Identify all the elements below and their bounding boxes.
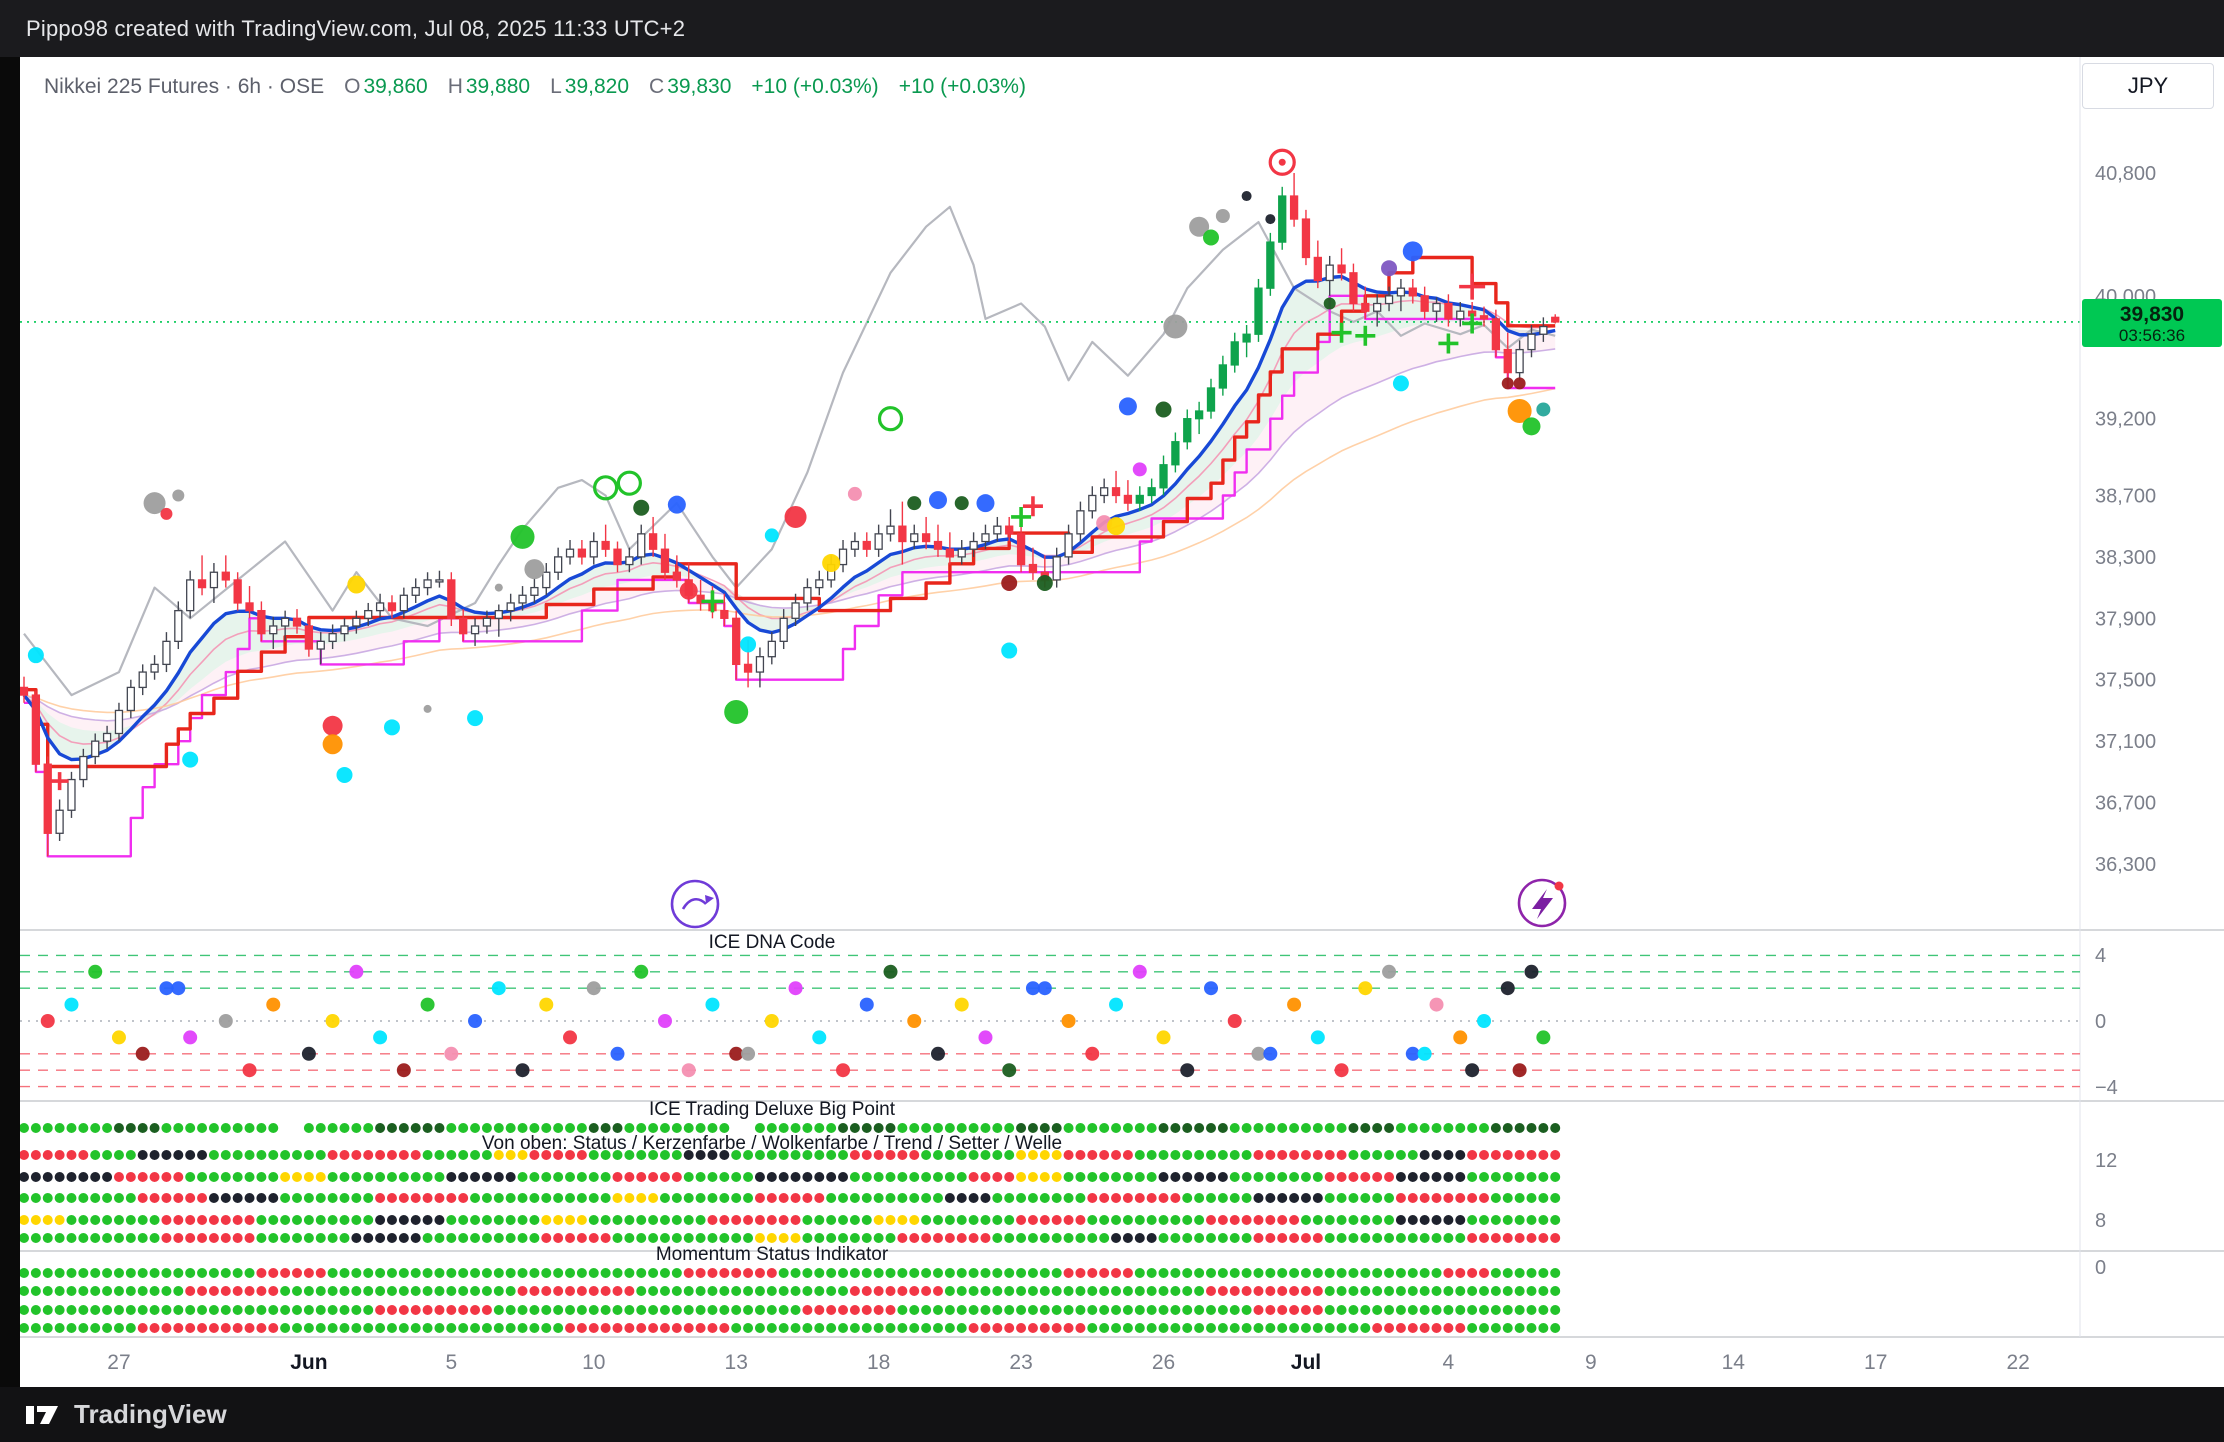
change-absolute: +10 (+0.03%) — [751, 75, 879, 98]
svg-text:36,300: 36,300 — [2095, 854, 2156, 876]
svg-text:18: 18 — [867, 1351, 890, 1374]
candlestick-layer — [20, 173, 1560, 857]
svg-text:−4: −4 — [2095, 1077, 2118, 1099]
panel-subtitle-big-point: Von oben: Status / Kerzenfarbe / Wolkenf… — [482, 1133, 1062, 1154]
main-chart-canvas[interactable]: 40,80040,00039,20038,70038,30037,90037,5… — [20, 57, 2224, 1387]
svg-text:12: 12 — [2095, 1150, 2117, 1172]
svg-text:40,800: 40,800 — [2095, 163, 2156, 185]
svg-text:23: 23 — [1009, 1351, 1032, 1374]
svg-text:39,200: 39,200 — [2095, 409, 2156, 431]
brand-name[interactable]: TradingView — [74, 1399, 227, 1429]
ma-lines — [22, 255, 1556, 858]
svg-text:9: 9 — [1585, 1351, 1597, 1374]
svg-text:26: 26 — [1152, 1351, 1175, 1374]
pane-icons — [670, 878, 1567, 929]
footer-bar: TradingView — [0, 1387, 2224, 1442]
thin-ma-lines — [23, 299, 1556, 745]
svg-text:Jul: Jul — [1291, 1351, 1321, 1374]
indicator-cloud — [24, 276, 1556, 760]
panel-title-big-point: ICE Trading Deluxe Big Point — [649, 1099, 896, 1120]
svg-text:37,500: 37,500 — [2095, 670, 2156, 692]
pane-separators — [20, 57, 2224, 1338]
svg-text:37,100: 37,100 — [2095, 731, 2156, 753]
svg-text:4: 4 — [1443, 1351, 1455, 1374]
panel-title-ice-dna: ICE DNA Code — [709, 932, 836, 953]
symbol-title[interactable]: Nikkei 225 Futures · 6h · OSE — [44, 75, 325, 98]
panel-momentum: Momentum Status Indikator — [20, 1244, 1561, 1333]
ohlc-low: L 39,820 — [550, 75, 630, 98]
svg-text:5: 5 — [445, 1351, 457, 1374]
svg-text:0: 0 — [2095, 1257, 2106, 1279]
svg-text:10: 10 — [582, 1351, 605, 1374]
price-axis[interactable]: 40,80040,00039,20038,70038,30037,90037,5… — [2082, 163, 2222, 876]
svg-text:36,700: 36,700 — [2095, 793, 2156, 815]
svg-text:38,300: 38,300 — [2095, 547, 2156, 569]
svg-text:22: 22 — [2006, 1351, 2029, 1374]
svg-text:03:56:36: 03:56:36 — [2119, 326, 2185, 345]
svg-text:38,700: 38,700 — [2095, 485, 2156, 507]
tradingview-logo[interactable] — [24, 1400, 60, 1430]
panel-big-point: ICE Trading Deluxe Big Point Von oben: St… — [20, 1099, 2117, 1279]
svg-text:39,830: 39,830 — [2120, 303, 2184, 326]
svg-text:17: 17 — [1864, 1351, 1887, 1374]
svg-text:8: 8 — [2095, 1210, 2106, 1232]
signal-markers — [27, 148, 1551, 791]
ohlc-open: O 39,860 — [344, 75, 428, 98]
panel-title-momentum: Momentum Status Indikator — [656, 1244, 889, 1265]
comparison-line — [23, 205, 1556, 697]
svg-text:37,900: 37,900 — [2095, 608, 2156, 630]
change-percent: +10 (+0.03%) — [898, 75, 1026, 98]
svg-text:0: 0 — [2095, 1011, 2106, 1033]
svg-text:Jun: Jun — [290, 1351, 327, 1374]
time-axis[interactable]: 27 Jun 5 10 13 18 23 26 Jul 4 9 14 17 22 — [107, 1351, 2030, 1374]
projection-icon[interactable] — [670, 879, 720, 929]
svg-text:27: 27 — [107, 1351, 130, 1374]
ohlc-high: H 39,880 — [447, 75, 531, 98]
attribution-text: Pippo98 created with TradingView.com, Ju… — [26, 16, 686, 41]
svg-text:4: 4 — [2095, 945, 2106, 967]
lightning-icon[interactable] — [1517, 878, 1567, 928]
ohlc-close: C 39,830 — [649, 75, 732, 98]
panel-ice-dna: ICE DNA Code 4 0 −4 — [20, 932, 2118, 1099]
svg-text:13: 13 — [725, 1351, 748, 1374]
top-attribution-bar: Pippo98 created with TradingView.com, Ju… — [0, 0, 2224, 57]
currency-button[interactable]: JPY — [2082, 63, 2214, 109]
svg-text:14: 14 — [1722, 1351, 1746, 1374]
